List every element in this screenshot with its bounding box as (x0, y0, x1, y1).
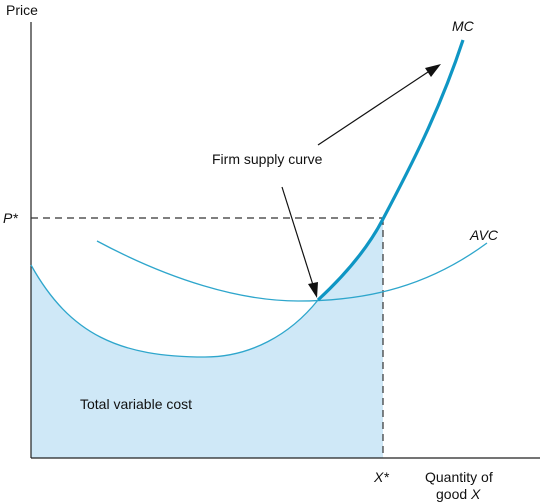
x-star-label: X* (373, 469, 389, 485)
avc-label: AVC (469, 227, 499, 243)
mc-label: MC (452, 18, 475, 34)
mc-curve (30, 264, 319, 358)
arrow-to-mc (317, 71, 429, 146)
p-star-label: P* (3, 210, 18, 226)
x-axis-label-variable: X (470, 486, 481, 502)
y-axis-label: Price (6, 2, 38, 18)
x-axis-label-good: good (436, 486, 471, 502)
x-axis-label-line1: Quantity of (425, 469, 493, 485)
supply-annotation-label: Firm supply curve (212, 151, 323, 167)
avc-curve (96, 240, 488, 302)
arrow-to-supply-start (281, 186, 314, 286)
x-axis-label-line2: good X (436, 486, 481, 502)
firm-supply-curve (316, 39, 465, 302)
arrow-to-mc-head (425, 64, 441, 77)
total-variable-cost-label: Total variable cost (80, 396, 192, 412)
total-variable-cost-area (31, 219, 383, 458)
arrow-to-supply-start-head (308, 282, 318, 298)
